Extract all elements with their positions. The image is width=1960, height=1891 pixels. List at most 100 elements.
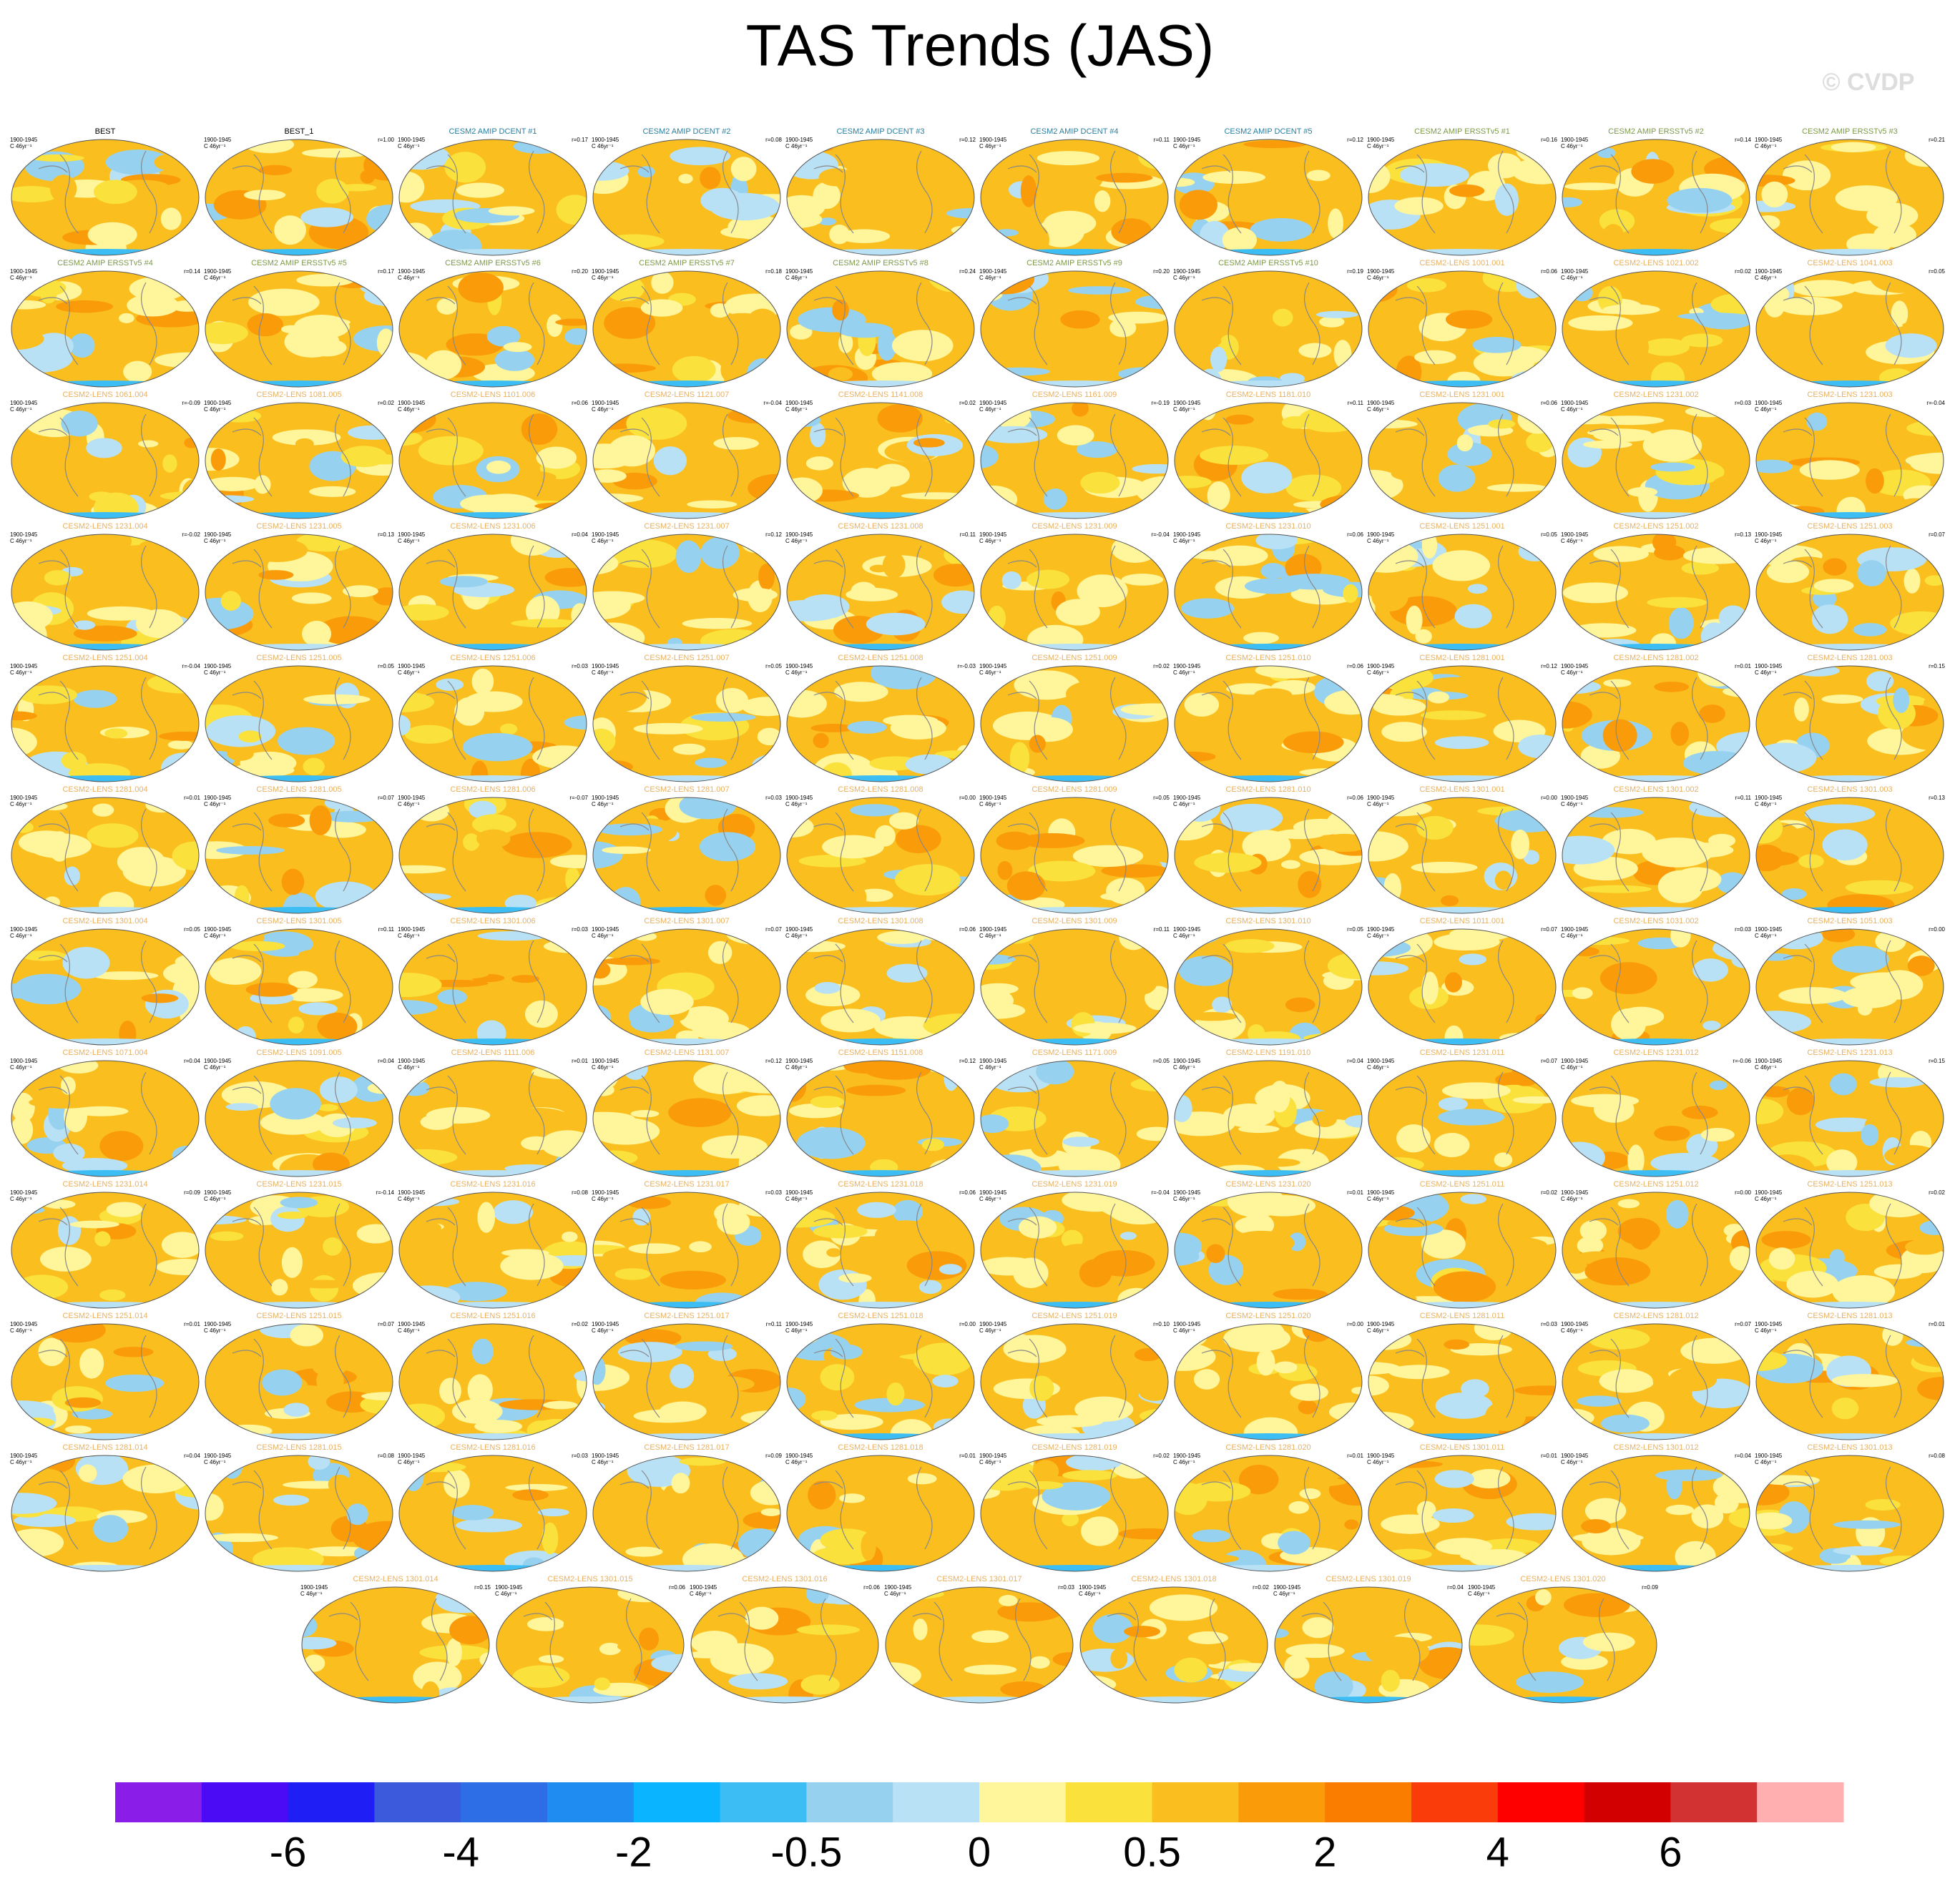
map-patch (1768, 1247, 1795, 1270)
map-patch (691, 1631, 738, 1655)
panel-title: CESM2-LENS 1281.013 (1807, 1312, 1892, 1320)
map-patch (1119, 1232, 1137, 1240)
map-patch (1368, 1375, 1389, 1396)
map-patch (1494, 809, 1556, 832)
map-patch (1059, 1244, 1099, 1259)
panel-units: C 46yr⁻¹ (398, 1196, 420, 1202)
map-patch (757, 727, 780, 746)
map-patch (49, 175, 77, 203)
map-patch (172, 841, 199, 870)
map-field (1175, 666, 1362, 782)
map-patch (803, 1240, 841, 1269)
panel-title: CESM2-LENS 1061.004 (62, 391, 147, 399)
map-patch (1206, 1244, 1225, 1263)
map-patch (1199, 446, 1269, 465)
map-patch (944, 414, 970, 425)
map-outline (1174, 1060, 1363, 1177)
panel-period: 1900-1945 (1173, 1321, 1201, 1327)
map-patch (167, 740, 194, 750)
map-patch (1074, 1396, 1134, 1423)
map-outline (1368, 534, 1557, 651)
map-patch (1902, 321, 1944, 329)
map-patch (1210, 346, 1228, 373)
map-field (593, 139, 780, 255)
map-patch (901, 492, 971, 500)
map-patch (1078, 798, 1115, 826)
map-patch (1029, 1375, 1054, 1402)
panel-period: 1900-1945 (1755, 531, 1783, 538)
map-patch (1798, 854, 1824, 869)
coastline (1201, 1071, 1320, 1155)
map-patch (53, 1144, 85, 1163)
map-field (1368, 139, 1556, 255)
map-patch (633, 1409, 703, 1423)
map-patch (1243, 140, 1306, 149)
map-patch (1468, 1468, 1511, 1489)
map-patch (876, 235, 936, 255)
map-patch (1866, 671, 1894, 692)
panel-correlation: r=0.20 (1153, 268, 1170, 275)
map-outline (11, 665, 200, 782)
map-field (1562, 1192, 1750, 1308)
map-patch (1650, 462, 1695, 472)
map-patch (491, 1548, 508, 1561)
map-patch (399, 1080, 430, 1096)
map-outline (1368, 797, 1557, 914)
coastline (1007, 282, 1127, 365)
map-patch (939, 1264, 962, 1275)
map-outline (1562, 1060, 1750, 1177)
panel-title: CESM2-LENS 1301.016 (742, 1575, 827, 1583)
map-outline (592, 1323, 781, 1440)
map-outline (980, 402, 1169, 519)
map-patch (1255, 534, 1298, 550)
panel-correlation: r=0.04 (1347, 1058, 1363, 1064)
map-patch (599, 1642, 622, 1656)
map-patch (11, 727, 37, 757)
panel-units: C 46yr⁻¹ (398, 1459, 420, 1465)
map-patch (1681, 561, 1720, 575)
panel-period: 1900-1945 (592, 1321, 619, 1327)
map-patch (691, 1651, 732, 1659)
map-field (1368, 666, 1556, 782)
map-patch (1175, 751, 1216, 762)
panel-period: 1900-1945 (398, 531, 426, 538)
map-patch (1831, 946, 1889, 973)
map-patch (640, 988, 694, 1016)
colorbar-swatch (1497, 1782, 1585, 1822)
map-patch (298, 318, 351, 327)
panel-title: CESM2-LENS 1121.007 (645, 391, 729, 399)
map-patch (1181, 598, 1235, 619)
coastline (232, 940, 351, 1023)
map-patch (1562, 1154, 1589, 1168)
map-patch (838, 333, 853, 353)
map-patch (134, 1087, 199, 1116)
map-field (981, 1324, 1168, 1440)
map-patch (1682, 750, 1750, 775)
map-patch (1420, 710, 1486, 720)
panel-title: CESM2-LENS 1181.010 (1226, 391, 1310, 399)
panel-correlation: r=0.04 (1447, 1584, 1464, 1591)
panel-title: CESM2-LENS 1301.019 (1326, 1575, 1411, 1583)
panel-period: 1900-1945 (690, 1584, 717, 1591)
map-patch (1563, 1593, 1630, 1617)
map-patch (1250, 218, 1313, 242)
map-patch (1399, 163, 1470, 187)
map-patch (61, 751, 87, 770)
map-patch (1891, 300, 1908, 328)
panel-correlation: r=0.03 (572, 663, 588, 669)
map-patch (1575, 807, 1644, 818)
map-patch (918, 1280, 942, 1295)
panel-units: C 46yr⁻¹ (398, 406, 420, 413)
panel-units: C 46yr⁻¹ (1755, 669, 1777, 676)
panel-correlation: r=0.06 (863, 1584, 880, 1591)
panel-title: CESM2-LENS 1001.001 (1419, 259, 1504, 267)
